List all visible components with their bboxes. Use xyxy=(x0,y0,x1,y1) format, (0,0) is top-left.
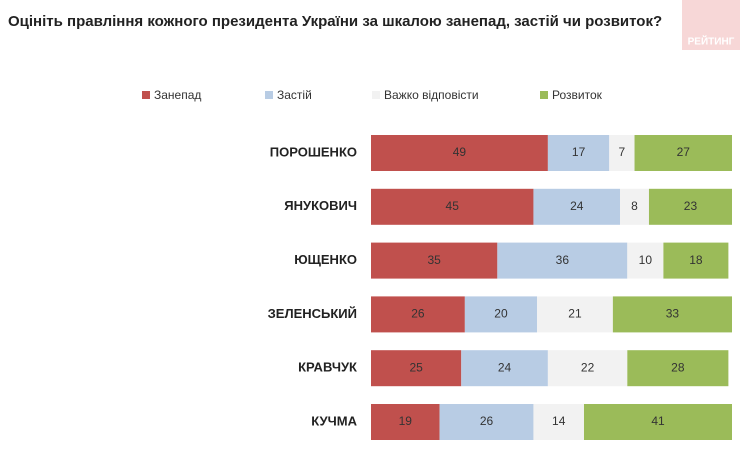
value-label: 21 xyxy=(568,307,582,321)
bar-segment xyxy=(464,296,538,333)
bar-segment xyxy=(583,404,732,440)
value-label: 28 xyxy=(671,360,685,374)
value-label: 49 xyxy=(453,145,467,159)
bar-segment xyxy=(547,350,628,387)
bar-segment xyxy=(371,350,462,387)
bar-segment xyxy=(627,242,664,279)
category-label: ПОРОШЕНКО xyxy=(270,144,357,159)
value-label: 20 xyxy=(494,307,508,321)
logo: РЕЙТИНГ xyxy=(688,35,735,48)
value-label: 24 xyxy=(570,199,584,213)
value-label: 19 xyxy=(399,414,413,428)
value-label: 26 xyxy=(480,414,494,428)
value-label: 26 xyxy=(411,307,425,321)
category-label: ЮЩЕНКО xyxy=(294,252,357,267)
legend-swatch xyxy=(142,91,150,99)
legend-swatch xyxy=(540,91,548,99)
bar-segment xyxy=(547,135,610,171)
bar-segment xyxy=(627,350,729,387)
bar-segment xyxy=(663,242,729,279)
value-label: 23 xyxy=(684,199,698,213)
bar-segment xyxy=(648,188,732,225)
legend-swatch xyxy=(372,91,380,99)
value-label: 8 xyxy=(631,199,638,213)
value-label: 18 xyxy=(689,253,703,267)
legend-swatch xyxy=(265,91,273,99)
category-label: КУЧМА xyxy=(311,413,357,428)
bar-segment xyxy=(461,350,548,387)
bar-segment xyxy=(537,296,613,333)
bar-segment xyxy=(620,188,649,225)
value-label: 45 xyxy=(446,199,460,213)
value-label: 36 xyxy=(556,253,570,267)
legend-label: Важко відповісти xyxy=(384,88,479,102)
bar-segment xyxy=(371,404,440,440)
value-label: 41 xyxy=(651,414,665,428)
category-label: КРАВЧУК xyxy=(298,360,357,375)
value-label: 27 xyxy=(677,145,691,159)
value-label: 14 xyxy=(552,414,566,428)
bar-segment xyxy=(609,135,635,171)
bar-segment xyxy=(612,296,732,333)
value-label: 17 xyxy=(572,145,586,159)
bar-segment xyxy=(533,188,621,225)
category-label: ЯНУКОВИЧ xyxy=(284,198,357,213)
value-label: 25 xyxy=(409,360,423,374)
chart-title: Оцініть правління кожного президента Укр… xyxy=(8,13,662,30)
value-label: 35 xyxy=(427,253,441,267)
value-label: 7 xyxy=(619,145,626,159)
bar-segment xyxy=(371,188,534,225)
legend-label: Застій xyxy=(277,88,312,102)
bar-segment xyxy=(634,135,732,171)
legend-label: Розвиток xyxy=(552,88,603,102)
bar-segment xyxy=(533,404,584,440)
value-label: 33 xyxy=(666,307,680,321)
category-label: ЗЕЛЕНСЬКИЙ xyxy=(268,306,357,321)
value-label: 24 xyxy=(498,360,512,374)
bar-segment xyxy=(371,296,465,333)
bar-segment xyxy=(439,404,534,440)
bar-segment xyxy=(371,242,498,279)
legend-label: Занепад xyxy=(154,88,201,102)
value-label: 10 xyxy=(639,253,653,267)
bar-segment xyxy=(371,135,548,171)
value-label: 22 xyxy=(581,360,595,374)
logo-box xyxy=(682,0,740,50)
bar-segment xyxy=(497,242,628,279)
